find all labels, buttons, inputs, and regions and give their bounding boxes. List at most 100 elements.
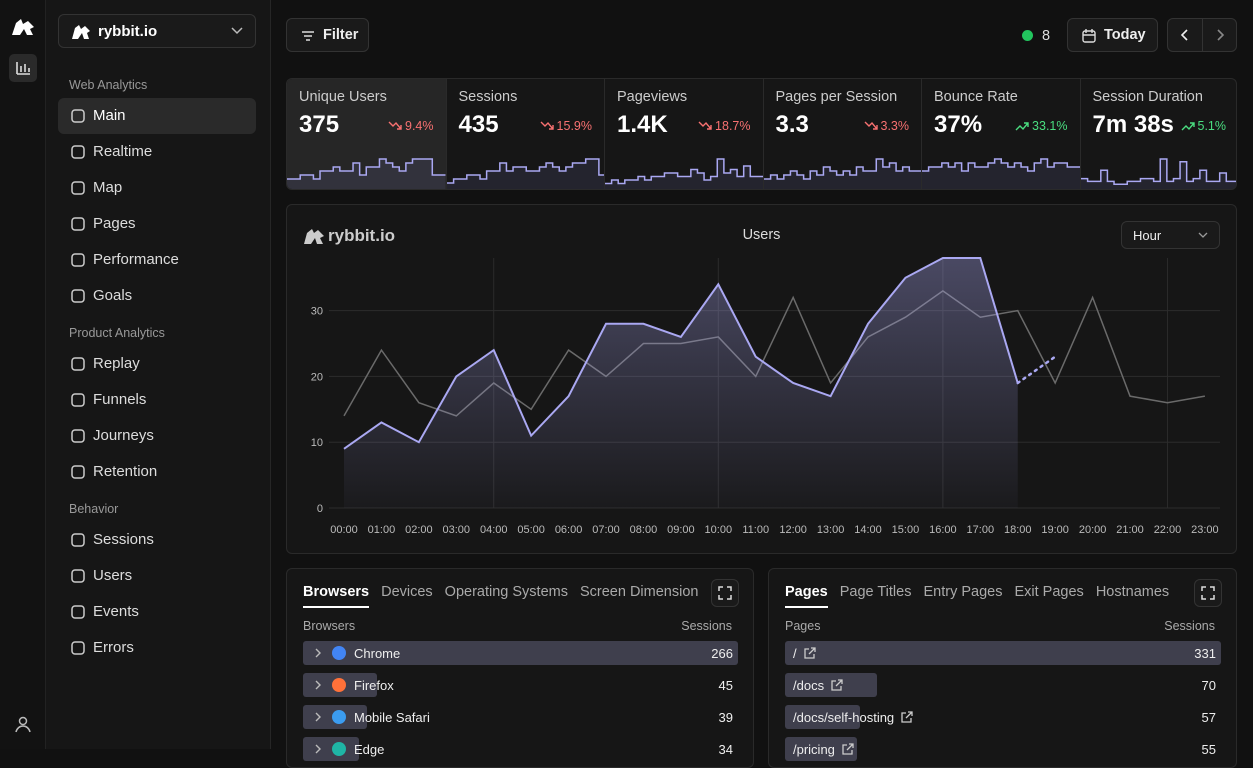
expand-button[interactable] (1194, 579, 1222, 607)
y-tick-label: 10 (311, 437, 323, 449)
next-button[interactable] (1214, 28, 1228, 42)
metric-change-text: 3.3% (880, 119, 910, 133)
icon (71, 253, 85, 267)
nav-item[interactable]: Main (58, 98, 256, 134)
user-button[interactable] (14, 715, 32, 733)
table-row[interactable]: Firefox 45 (303, 673, 738, 697)
icon (71, 217, 85, 231)
chart-title: Users (742, 227, 781, 243)
bar (785, 673, 878, 697)
row-label: Chrome (354, 646, 401, 661)
metric-value: 3.3 (775, 111, 809, 138)
page: rybbit.io Web Analytics Main Realtime Map Pa… (9, 0, 1237, 768)
row-label: /pricing (793, 742, 835, 757)
tab[interactable]: Page Titles (839, 584, 912, 600)
nav-label: Retention (93, 463, 158, 480)
table-row[interactable]: Mobile Safari 39 (303, 705, 738, 729)
x-tick-label: 09:00 (667, 524, 695, 536)
nav-item[interactable]: Events (58, 594, 256, 630)
nav-item[interactable]: Realtime (58, 134, 256, 170)
icon-shape (71, 605, 85, 619)
chevron (315, 744, 321, 754)
metric-label: Unique Users (299, 89, 387, 105)
nav-item[interactable]: Replay (58, 346, 256, 382)
icon-shape (71, 253, 85, 267)
row-label: / (793, 646, 797, 661)
icon-shape (71, 109, 85, 123)
metric-label: Sessions (458, 89, 518, 105)
chevron (315, 712, 321, 722)
y-tick-label: 20 (311, 371, 323, 383)
x-tick-label: 15:00 (892, 524, 920, 536)
nav-item[interactable]: Pages (58, 206, 256, 242)
table-row[interactable]: /docs/self-hosting 57 (785, 705, 1221, 729)
metric-card[interactable]: Session Duration 7m 38s 5.1% (1079, 79, 1236, 189)
chevron (1217, 29, 1225, 41)
table-row[interactable]: /docs 70 (785, 673, 1221, 697)
table-row[interactable]: / 331 (785, 641, 1221, 665)
metric-value: 7m 38s (1092, 111, 1174, 138)
tab[interactable]: Entry Pages (923, 584, 1003, 600)
sparkline (605, 158, 764, 189)
table-row[interactable]: Chrome 266 (303, 641, 738, 665)
tab[interactable]: Pages (785, 584, 828, 608)
analytics-button[interactable] (9, 54, 37, 82)
calendar-shape (1082, 30, 1096, 43)
nav-item[interactable]: Funnels (58, 382, 256, 418)
interval-select[interactable]: Hour (1121, 221, 1220, 249)
metric-value: 435 (458, 111, 499, 138)
tab[interactable]: Devices (381, 584, 433, 600)
row-label: Edge (354, 742, 385, 757)
x-tick-label: 08:00 (630, 524, 658, 536)
nav-item[interactable]: Errors (58, 630, 256, 666)
expand-shape (718, 586, 732, 600)
row-value: 70 (1201, 678, 1216, 693)
metric-card[interactable]: Bounce Rate 37% 33.1% (921, 79, 1081, 189)
trend-arrow (864, 121, 878, 130)
metric-change-text: 18.7% (715, 119, 751, 133)
site-selector[interactable]: rybbit.io (58, 14, 256, 48)
chevron (315, 680, 321, 690)
prev-button[interactable] (1178, 28, 1192, 42)
nav-item[interactable]: Users (58, 558, 256, 594)
nav-item[interactable]: Performance (58, 242, 256, 278)
row-value: 34 (718, 742, 733, 757)
nav-item[interactable]: Map (58, 170, 256, 206)
logo (12, 19, 34, 35)
date-button[interactable]: Today (1067, 18, 1158, 52)
sparkline-line (605, 158, 764, 185)
nav-item[interactable]: Journeys (58, 418, 256, 454)
external-link-icon (901, 711, 913, 723)
metric-card[interactable]: Pages per Session 3.3 3.3% (762, 79, 922, 189)
y-tick-label: 30 (311, 306, 323, 318)
section-title: Web Analytics (69, 78, 148, 92)
tab[interactable]: Exit Pages (1014, 584, 1084, 600)
table-row[interactable]: /pricing 55 (785, 737, 1221, 761)
icon-shape (71, 217, 85, 231)
row-label-wrap: / (793, 646, 816, 661)
metric-card[interactable]: Sessions 435 15.9% (445, 79, 605, 189)
tab[interactable]: Browsers (303, 584, 370, 608)
x-tick-label: 13:00 (817, 524, 845, 536)
link-shape (803, 647, 816, 659)
row-value: 39 (718, 710, 733, 725)
tab[interactable]: Screen Dimension (579, 584, 699, 600)
metric-card[interactable]: Pageviews 1.4K 18.7% (604, 79, 764, 189)
nav-label: Funnels (93, 391, 147, 408)
nav-item[interactable]: Retention (58, 454, 256, 490)
column-header: Browsers (303, 619, 356, 633)
metric-change: 5.1% (1181, 119, 1226, 133)
expand-button[interactable] (711, 579, 739, 607)
metric-change-text: 9.4% (405, 119, 434, 133)
nav-item[interactable]: Goals (58, 278, 256, 314)
bar (785, 641, 1221, 665)
sparkline (763, 158, 922, 189)
filter-button[interactable]: Filter (286, 18, 369, 52)
tab[interactable]: Operating Systems (444, 584, 568, 600)
table-row[interactable]: Edge 34 (303, 737, 738, 761)
nav-item[interactable]: Sessions (58, 522, 256, 558)
tab[interactable]: Hostnames (1095, 584, 1170, 600)
nav-label: Errors (93, 639, 134, 656)
icon-shape (71, 429, 85, 443)
metric-card[interactable]: Unique Users 375 9.4% (287, 79, 446, 189)
